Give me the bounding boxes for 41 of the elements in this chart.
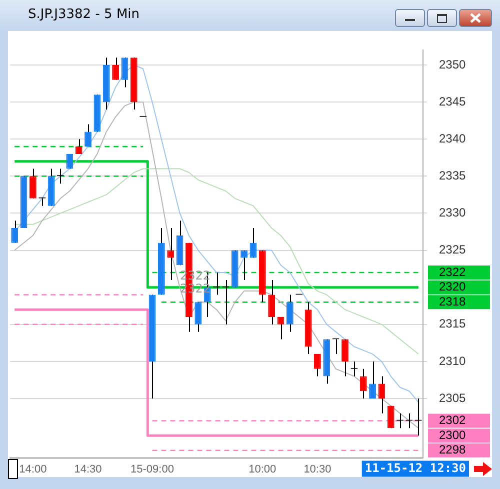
x-tick-label: 15-09:00 [130, 463, 174, 476]
y-tick-label: 2330 [439, 206, 466, 220]
x-tick-label: 14:30 [74, 463, 102, 476]
candlestick [75, 138, 82, 154]
y-tick-label: 2320 [439, 280, 466, 294]
candlestick [369, 360, 376, 400]
y-tick-label: 2340 [439, 131, 466, 146]
y-tick-label: 2300 [439, 428, 466, 442]
y-tick-label: 2310 [439, 354, 466, 368]
y-tick-label: 2305 [439, 390, 466, 405]
candlestick [194, 302, 202, 332]
y-tick-label: 2350 [439, 57, 466, 72]
x-tick-label: 10:00 [248, 463, 276, 476]
x-tick-label: 10:30 [304, 463, 332, 476]
y-tick-label: 2322 [439, 264, 466, 279]
candlestick [277, 316, 284, 340]
chart-title: S.JP.J3382 - 5 Min [28, 7, 140, 22]
candlestick [268, 279, 276, 325]
candlestick [314, 354, 321, 377]
y-tick-label: 2315 [439, 316, 466, 331]
annotation: 2322 [180, 281, 211, 296]
candlestick [30, 168, 36, 199]
candlestick [11, 220, 18, 244]
x-tick-label: 14:00 [19, 463, 47, 476]
candlestick [112, 57, 119, 80]
y-tick-label: 2325 [439, 242, 466, 257]
candlestick [286, 294, 294, 332]
candlestick [84, 124, 92, 148]
candlestick [121, 57, 128, 88]
y-tick-label: 2345 [439, 94, 466, 108]
candlestick [167, 228, 174, 280]
candlestick [360, 368, 367, 400]
y-tick-label: 2335 [439, 168, 466, 182]
candlestick [240, 250, 248, 280]
candlestick [250, 228, 257, 258]
candlestick [378, 376, 386, 414]
text: 11-15-12 12:30 [364, 460, 466, 475]
candlestick [342, 338, 348, 377]
y-tick-label: 2298 [439, 442, 466, 457]
y-tick-label: 2302 [439, 413, 466, 428]
y-tick-label: 2318 [439, 294, 466, 308]
